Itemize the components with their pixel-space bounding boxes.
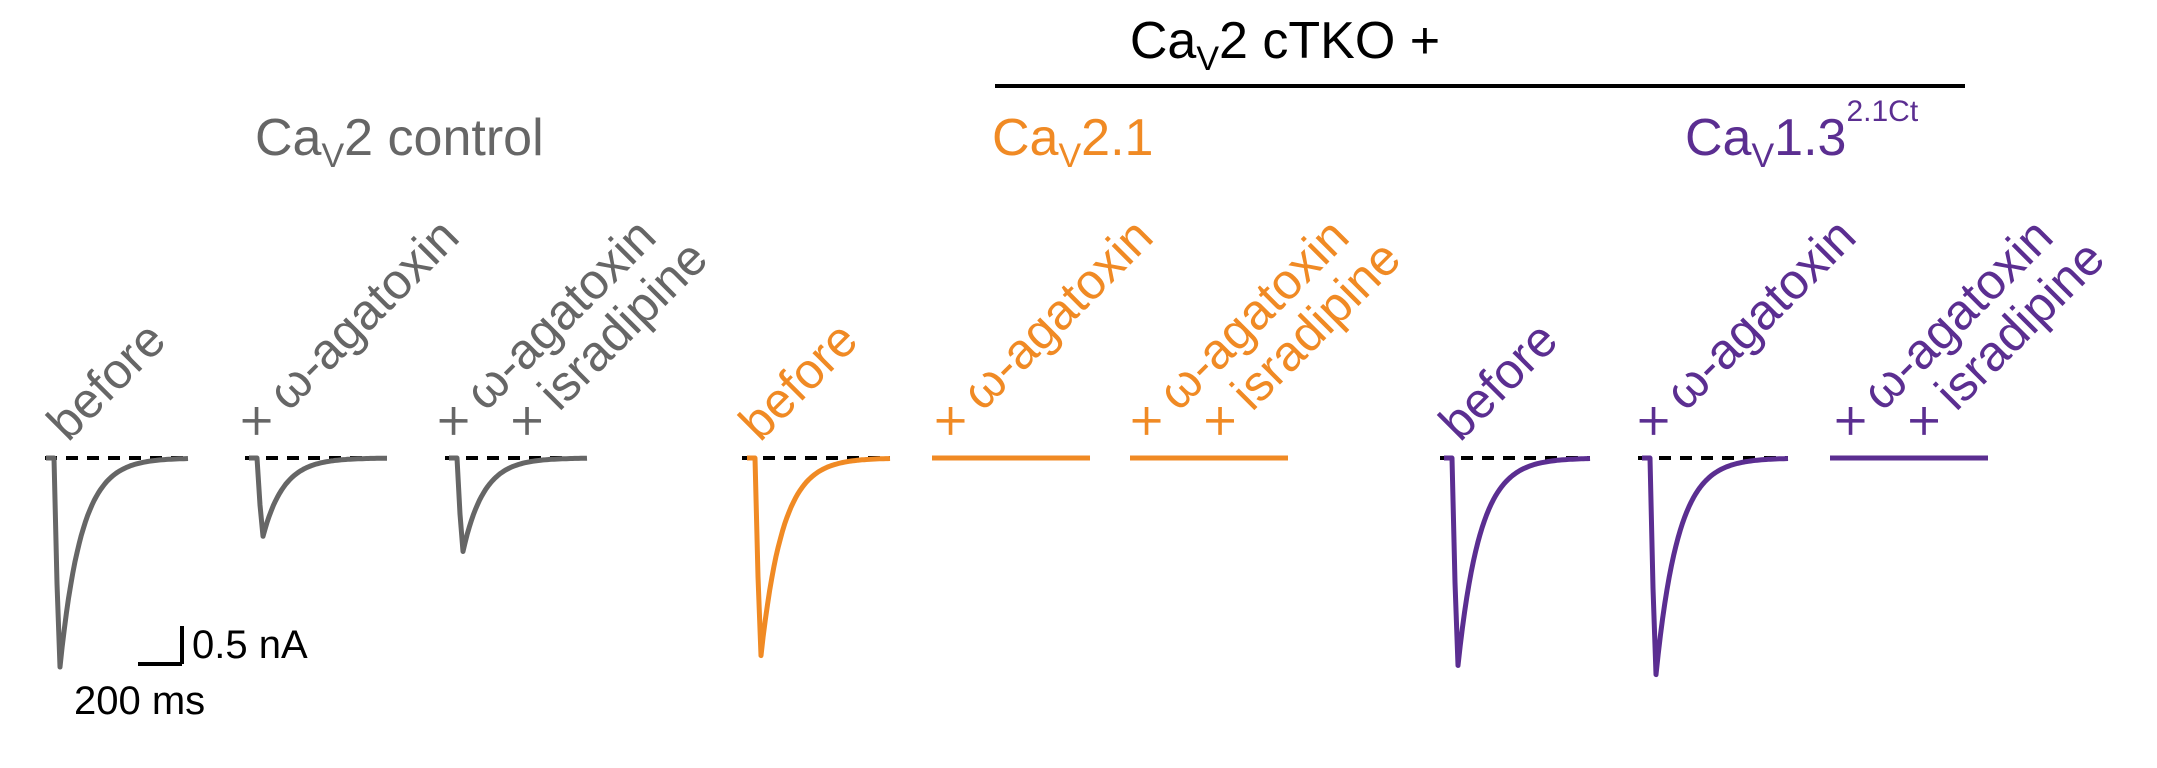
condition-label-control-aga-isr: × ω-agatoxin× isradipine [423, 193, 718, 488]
condition-label-cav21-before: before [728, 311, 868, 451]
scale-bar-current-label: 0.5 nA [192, 623, 308, 667]
group-control: before × ω-agatoxin × ω-agatoxin× isradi… [36, 193, 718, 670]
trace-control-aga-isr [449, 455, 588, 554]
trace-cav13-aga [1642, 455, 1789, 678]
group-label-cav13: CaV1.32.1Ct [1685, 95, 1919, 175]
group-label-cav21: CaV2.1 [992, 109, 1153, 175]
condition-label-cav13-before: before [1428, 311, 1568, 451]
scale-bar-time-label: 200 ms [74, 679, 205, 723]
trace-cav13-before [1444, 455, 1591, 668]
group-cav21: before × ω-agatoxin × ω-agatoxin× isradi… [728, 193, 1411, 659]
scale-bar: 0.5 nA 200 ms [74, 623, 308, 723]
group-label-control: CaV2 control [255, 109, 544, 175]
trace-control-before [46, 455, 189, 670]
condition-label-cav21-aga-isr: × ω-agatoxin× isradipine [1116, 193, 1411, 488]
trace-cav21-before [747, 455, 891, 659]
condition-label-cav13-aga-isr: × ω-agatoxin× isradipine [1820, 193, 2115, 488]
trace-control-aga [249, 455, 388, 539]
group-cav13: before × ω-agatoxin × ω-agatoxin× isradi… [1428, 193, 2115, 678]
group-title: CaV2 cTKO + [1130, 12, 1440, 78]
condition-label-control-before: before [36, 311, 176, 451]
